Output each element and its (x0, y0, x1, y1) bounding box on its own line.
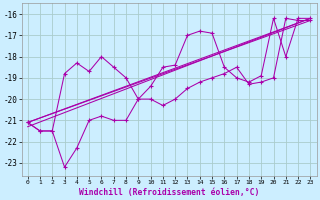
X-axis label: Windchill (Refroidissement éolien,°C): Windchill (Refroidissement éolien,°C) (79, 188, 259, 197)
